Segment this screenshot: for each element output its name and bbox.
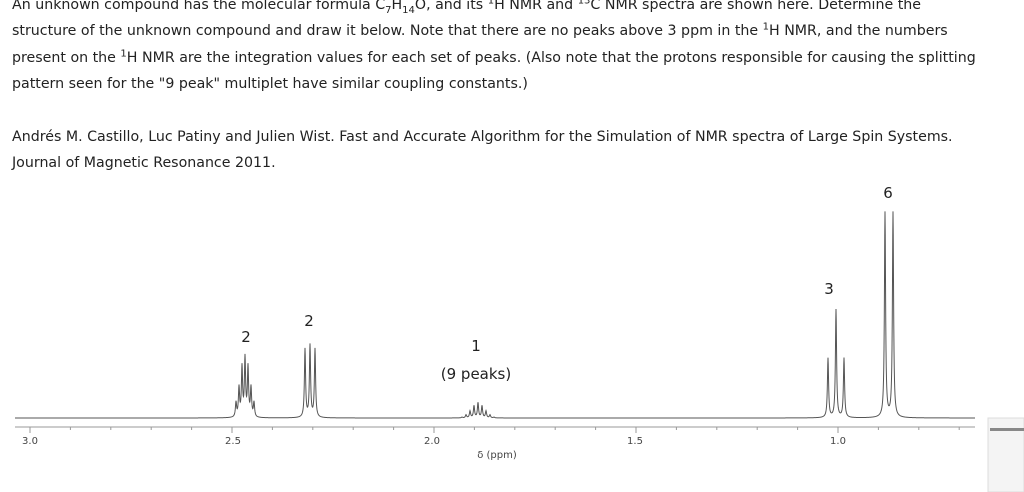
integration: 6 [883,184,893,202]
text: An unknown compound has the molecular fo… [12,0,386,13]
integration: 1 [471,337,481,355]
tick-label: 1.5 [627,436,643,447]
superscript: 1 [762,21,770,33]
citation: Andrés M. Castillo, Luc Patiny and Julie… [12,129,953,172]
superscript: 1 [487,0,495,7]
text: H [391,0,403,13]
integration: 2 [241,328,251,346]
superscript: 1 [120,47,127,59]
axis-label: δ (ppm) [477,450,517,461]
text: O, and its [414,0,488,13]
text: H NMR, and the numbers present on the [12,23,948,66]
question: An unknown compound has the molecular fo… [12,0,987,97]
text: C NMR spectra are shown here. Determine … [12,0,922,40]
thumbnail-line [990,428,1024,431]
tick-label: 2.0 [424,436,440,447]
superscript: 13 [577,0,591,7]
spectrum-trace [15,211,975,419]
text: H NMR are the integration values for eac… [12,49,976,92]
integration: 2 [304,312,314,330]
subscript: 14 [402,4,415,16]
multiplet-note: (9 peaks) [441,365,511,383]
ticks [29,427,960,433]
tick-label: 2.5 [225,436,241,447]
text: H NMR and [494,0,578,13]
tick-label: 3.0 [22,436,38,447]
integration: 3 [824,280,834,298]
subscript: 7 [385,4,392,16]
tick-label: 1.0 [830,436,846,447]
